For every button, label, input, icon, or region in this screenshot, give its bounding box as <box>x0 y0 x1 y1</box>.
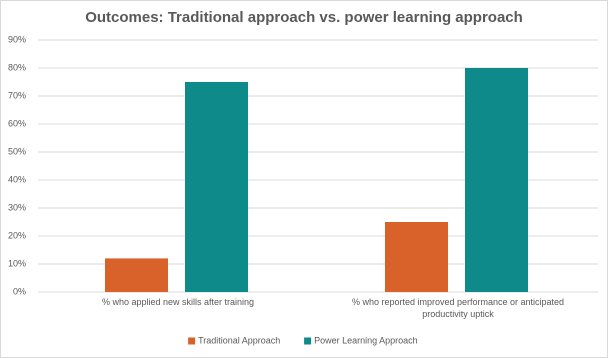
bar <box>105 258 168 292</box>
bar <box>465 68 528 292</box>
x-tick-label: % who applied new skills after training <box>101 297 255 307</box>
legend-label: Traditional Approach <box>198 335 280 345</box>
y-tick-label: 30% <box>8 202 26 212</box>
y-tick-label: 40% <box>8 174 26 184</box>
y-tick-label: 50% <box>8 146 26 156</box>
bar <box>385 222 448 292</box>
x-tick-label: % who reported improved performance or a… <box>351 297 565 319</box>
chart-title: Outcomes: Traditional approach vs. power… <box>85 9 523 26</box>
y-tick-label: 10% <box>8 258 26 268</box>
y-tick-label: 60% <box>8 118 26 128</box>
y-tick-label: 90% <box>8 34 26 44</box>
bar <box>185 82 248 292</box>
legend-swatch <box>188 337 196 345</box>
legend-label: Power Learning Approach <box>314 335 418 345</box>
x-tick-label-box: % who reported improved performance or a… <box>351 297 565 319</box>
legend-swatch <box>304 337 312 345</box>
y-tick-label: 0% <box>13 286 26 296</box>
y-tick-label: 70% <box>8 90 26 100</box>
y-tick-label: 20% <box>8 230 26 240</box>
y-tick-label: 80% <box>8 62 26 72</box>
x-tick-label-box: % who applied new skills after training <box>101 297 255 307</box>
